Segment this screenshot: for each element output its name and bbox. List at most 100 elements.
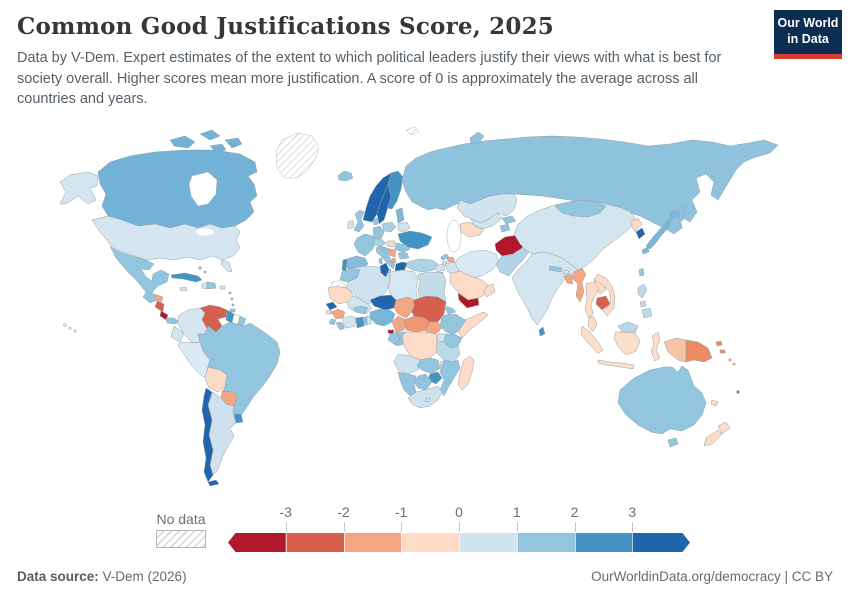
country-croatia-bosnia[interactable] xyxy=(382,247,390,254)
country-denmark[interactable] xyxy=(373,218,378,225)
country-tanzania[interactable] xyxy=(436,342,460,362)
country-belarus[interactable] xyxy=(398,222,410,232)
country-lesser-antilles[interactable] xyxy=(231,298,233,300)
country-bhutan[interactable] xyxy=(563,270,569,274)
country-albania[interactable] xyxy=(392,258,396,263)
country-papua-new-guinea[interactable] xyxy=(686,340,725,362)
country-hungary[interactable] xyxy=(387,241,395,247)
country-malaysia[interactable] xyxy=(588,316,597,332)
legend-bin-6[interactable] xyxy=(574,533,633,552)
country-zambia[interactable] xyxy=(417,358,440,374)
country-north-korea[interactable] xyxy=(630,218,642,232)
country-serbia[interactable] xyxy=(389,249,396,257)
country-ukraine[interactable] xyxy=(398,231,432,249)
country-angola[interactable] xyxy=(394,354,420,374)
country-malaysia-borneo[interactable] xyxy=(618,322,638,333)
legend-bin-0[interactable] xyxy=(228,533,286,552)
country-chile-tdf[interactable] xyxy=(208,480,219,486)
country-ghana[interactable] xyxy=(356,317,364,328)
owid-logo[interactable]: Our World in Data xyxy=(774,10,842,60)
country-kyrgyzstan[interactable] xyxy=(502,216,516,224)
country-puerto-rico[interactable] xyxy=(220,286,225,289)
country-panama[interactable] xyxy=(166,318,178,324)
country-solomon-islands[interactable] xyxy=(729,359,732,362)
country-haiti[interactable] xyxy=(202,282,207,289)
legend-bin-5[interactable] xyxy=(516,533,575,552)
country-dominican-republic[interactable] xyxy=(207,282,216,289)
country-hawaii[interactable] xyxy=(64,324,67,327)
country-guatemala[interactable] xyxy=(143,292,157,303)
country-mozambique[interactable] xyxy=(440,360,460,396)
footer-link[interactable]: OurWorldinData.org/democracy | CC BY xyxy=(591,569,833,584)
country-taiwan[interactable] xyxy=(639,268,644,276)
legend-colorbar[interactable] xyxy=(228,533,690,552)
country-turkmenistan[interactable] xyxy=(460,222,484,237)
country-ireland[interactable] xyxy=(348,220,354,229)
country-alaska[interactable] xyxy=(60,172,98,204)
country-chad[interactable] xyxy=(394,297,414,318)
country-jamaica[interactable] xyxy=(180,287,187,291)
country-togo[interactable] xyxy=(364,317,367,325)
legend-bin-2[interactable] xyxy=(343,533,402,552)
country-oman[interactable] xyxy=(484,284,495,297)
legend-no-data[interactable]: No data xyxy=(155,511,207,548)
country-south-africa[interactable] xyxy=(408,386,442,408)
country-cameroon[interactable] xyxy=(392,316,406,332)
world-map[interactable] xyxy=(50,120,795,510)
country-usa[interactable] xyxy=(92,216,240,260)
country-tasmania[interactable] xyxy=(668,438,678,447)
country-japan[interactable] xyxy=(642,210,679,254)
country-pakistan[interactable] xyxy=(496,248,529,276)
country-cambodia[interactable] xyxy=(596,296,610,310)
country-indonesia-sulawesi[interactable] xyxy=(651,332,660,361)
country-canada-arctic[interactable] xyxy=(170,130,242,152)
country-indonesia-java[interactable] xyxy=(598,360,634,369)
country-australia[interactable] xyxy=(618,366,706,434)
country-russia-novaya-zemlya[interactable] xyxy=(470,132,484,144)
country-bangladesh[interactable] xyxy=(564,274,573,284)
legend-bin-4[interactable] xyxy=(459,533,517,552)
country-iran[interactable] xyxy=(455,250,499,278)
country-syria[interactable] xyxy=(435,264,445,272)
country-finland[interactable] xyxy=(387,171,403,209)
country-guinea[interactable] xyxy=(331,309,345,319)
country-russia-sakhalin[interactable] xyxy=(679,206,684,221)
country-indonesia-kalimantan[interactable] xyxy=(614,332,640,355)
country-indonesia-sumatra[interactable] xyxy=(581,326,603,353)
country-thailand[interactable] xyxy=(585,282,599,318)
country-fiji[interactable] xyxy=(737,391,740,394)
country-yemen[interactable] xyxy=(458,293,479,308)
country-central-african-republic[interactable] xyxy=(404,316,430,332)
country-new-caledonia[interactable] xyxy=(711,400,718,406)
country-nigeria[interactable] xyxy=(370,309,395,326)
country-greenland[interactable] xyxy=(276,133,319,178)
country-mongolia[interactable] xyxy=(555,200,606,217)
country-madagascar[interactable] xyxy=(458,356,474,390)
country-iceland[interactable] xyxy=(338,171,353,181)
country-senegal[interactable] xyxy=(326,302,337,310)
country-vietnam[interactable] xyxy=(594,274,615,316)
country-lesser-antilles[interactable] xyxy=(229,292,231,294)
country-svalbard[interactable] xyxy=(406,127,419,135)
country-somalia[interactable] xyxy=(458,312,488,338)
country-uk[interactable] xyxy=(354,210,364,232)
country-tunisia[interactable] xyxy=(380,263,389,277)
country-bulgaria[interactable] xyxy=(398,253,409,259)
country-trinidad[interactable] xyxy=(230,309,235,312)
country-myanmar[interactable] xyxy=(572,268,586,302)
country-namibia[interactable] xyxy=(398,372,416,396)
country-burkina-faso[interactable] xyxy=(353,306,368,314)
country-new-zealand[interactable] xyxy=(704,422,730,446)
country-guinea-bissau[interactable] xyxy=(326,310,331,314)
country-lesotho[interactable] xyxy=(425,398,430,402)
country-eritrea[interactable] xyxy=(444,306,456,314)
country-solomon-islands[interactable] xyxy=(733,363,735,365)
country-nepal[interactable] xyxy=(549,266,562,272)
country-liberia[interactable] xyxy=(336,322,345,330)
country-nicaragua[interactable] xyxy=(155,301,164,312)
country-ivory-coast[interactable] xyxy=(343,316,356,328)
country-indonesia-papua[interactable] xyxy=(664,338,686,362)
country-central-europe[interactable] xyxy=(373,238,386,247)
legend[interactable]: -3 -2 -1 0 1 2 3 xyxy=(228,504,690,552)
country-sierra-leone[interactable] xyxy=(329,319,336,325)
